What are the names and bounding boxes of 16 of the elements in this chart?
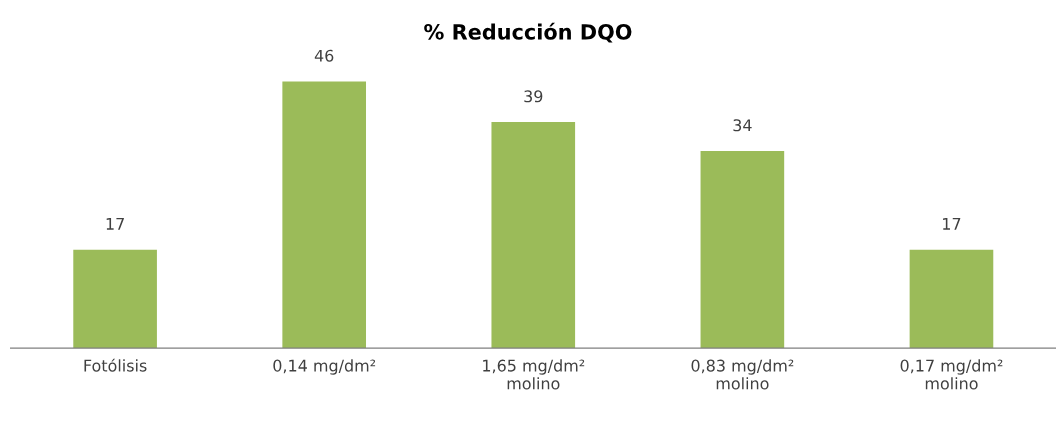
x-tick-label: Fotólisis xyxy=(84,358,147,372)
x-tick-label: 0,17 mg/dm² molino xyxy=(900,359,1003,390)
bar xyxy=(700,151,785,349)
bar xyxy=(282,81,367,349)
x-tick-label: 0,14 mg/dm² xyxy=(273,359,376,375)
bar xyxy=(73,249,157,349)
x-tick-label: 1,65 mg/dm² molino xyxy=(483,359,585,390)
data-label: 34 xyxy=(733,119,752,132)
data-label: 17 xyxy=(106,218,124,230)
bar xyxy=(491,122,576,349)
data-label: 17 xyxy=(943,218,961,230)
bar xyxy=(909,249,994,349)
data-label: 46 xyxy=(314,49,334,62)
data-label: 39 xyxy=(524,90,543,103)
chart-title: % Reducción DQO xyxy=(424,22,632,43)
x-tick-label: 0,83 mg/dm² molino xyxy=(691,359,794,390)
